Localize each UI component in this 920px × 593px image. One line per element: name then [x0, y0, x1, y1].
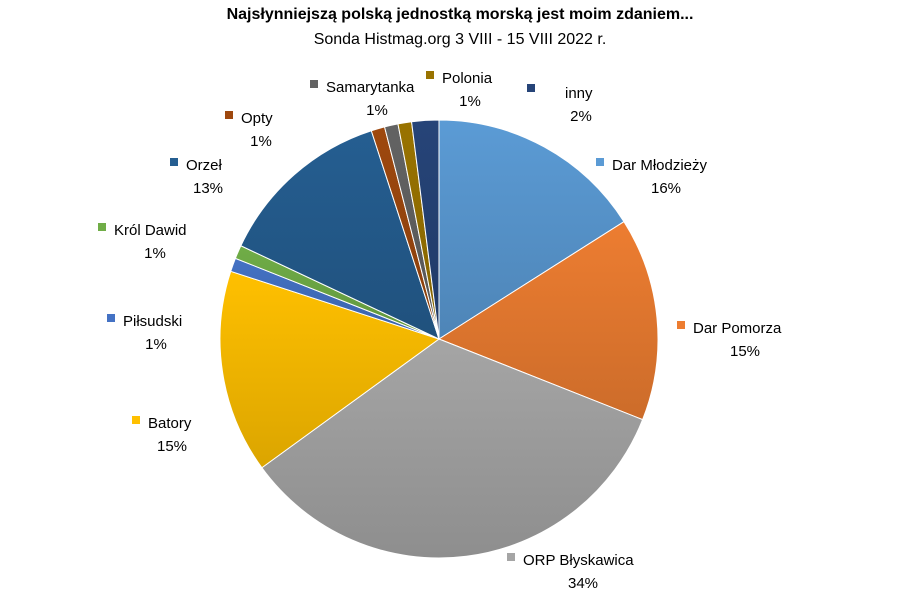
slice-percent: 15%: [730, 343, 760, 360]
slice-name: Dar Młodzieży: [612, 157, 708, 174]
slice-name: Dar Pomorza: [693, 320, 782, 337]
slice-label: Samarytanka 1%: [310, 79, 415, 119]
slice-percent: 13%: [193, 180, 223, 197]
slice-percent: 1%: [145, 336, 167, 353]
slice-name: inny: [565, 85, 593, 102]
slice-label: Batory 15%: [132, 415, 192, 455]
slice-percent: 1%: [250, 133, 272, 150]
slice-name: Polonia: [442, 70, 493, 87]
slice-label: Dar Pomorza 15%: [677, 320, 782, 360]
legend-marker: [98, 223, 106, 231]
slice-name: Orzeł: [186, 157, 223, 174]
legend-marker: [107, 314, 115, 322]
slice-percent: 2%: [570, 108, 592, 125]
slice-percent: 1%: [366, 102, 388, 119]
slice-percent: 16%: [651, 180, 681, 197]
pie-slice: [437, 220, 659, 421]
slice-label: Król Dawid 1%: [98, 222, 187, 262]
slice-name: Batory: [148, 415, 192, 432]
legend-marker: [132, 416, 140, 424]
slice-percent: 1%: [144, 245, 166, 262]
slice-percent: 15%: [157, 438, 187, 455]
legend-marker: [507, 553, 515, 561]
slice-name: Piłsudski: [123, 313, 182, 330]
slice-name: ORP Błyskawica: [523, 552, 634, 569]
legend-marker: [170, 158, 178, 166]
pie-labels: Dar Młodzieży 16% Dar Pomorza 15% ORP Błyska…: [98, 70, 782, 592]
slice-name: Opty: [241, 110, 273, 127]
slice-name: Samarytanka: [326, 79, 415, 96]
legend-marker: [310, 80, 318, 88]
slice-label: Piłsudski 1%: [107, 313, 182, 353]
legend-marker: [596, 158, 604, 166]
slice-label: inny 2%: [527, 84, 593, 125]
pie-slice: [438, 119, 625, 340]
chart-subtitle: Sonda Histmag.org 3 VIII - 15 VIII 2022 …: [313, 31, 607, 48]
legend-marker: [527, 84, 535, 92]
pie-slice: [261, 338, 644, 559]
slice-percent: 1%: [459, 93, 481, 110]
legend-marker: [677, 321, 685, 329]
slice-label: Polonia 1%: [426, 70, 493, 110]
chart-title: Najsłynniejszą polską jednostką morską j…: [226, 6, 694, 23]
slice-label: Orzeł 13%: [170, 157, 223, 197]
legend-marker: [225, 111, 233, 119]
pie-slice: [410, 119, 440, 340]
slice-label: ORP Błyskawica 34%: [507, 552, 634, 592]
pie-slice: [219, 270, 441, 469]
slice-percent: 34%: [568, 575, 598, 592]
slice-label: Dar Młodzieży 16%: [596, 157, 708, 197]
pie-slices: [219, 119, 659, 559]
pie-slice: [240, 130, 440, 340]
legend-marker: [426, 71, 434, 79]
slice-label: Opty 1%: [225, 110, 273, 150]
slice-name: Król Dawid: [114, 222, 187, 239]
